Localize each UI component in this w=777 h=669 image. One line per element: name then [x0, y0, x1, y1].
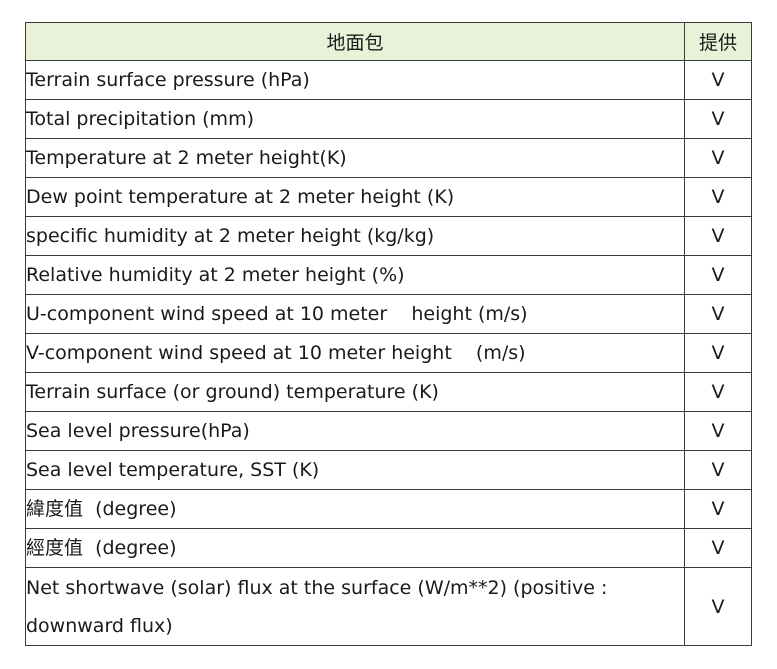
table-row: U-component wind speed at 10 meter heigh…: [25, 294, 752, 334]
provided-check: V: [684, 60, 752, 100]
provided-check: V: [684, 216, 752, 256]
provided-check: V: [684, 99, 752, 139]
variable-name: Sea level temperature, SST (K): [25, 450, 685, 490]
variable-name: V-component wind speed at 10 meter heigh…: [25, 333, 685, 373]
provided-check: V: [684, 411, 752, 451]
variable-name: Sea level pressure(hPa): [25, 411, 685, 451]
table-row: Total precipitation (mm) V: [25, 99, 752, 139]
table-row: Sea level temperature, SST (K) V: [25, 450, 752, 490]
variable-name: U-component wind speed at 10 meter heigh…: [25, 294, 685, 334]
table-row: Temperature at 2 meter height(K) V: [25, 138, 752, 178]
table-row: Sea level pressure(hPa) V: [25, 411, 752, 451]
variable-name: 經度值 (degree): [25, 528, 685, 568]
table-row: Terrain surface pressure (hPa) V: [25, 60, 752, 100]
provided-check: V: [684, 177, 752, 217]
table-row: Terrain surface (or ground) temperature …: [25, 372, 752, 412]
table-row: Net shortwave (solar) flux at the surfac…: [25, 567, 752, 646]
provided-check: V: [684, 489, 752, 529]
provided-check: V: [684, 528, 752, 568]
provided-check: V: [684, 255, 752, 295]
provided-check: V: [684, 450, 752, 490]
table-row: Relative humidity at 2 meter height (%) …: [25, 255, 752, 295]
provided-check: V: [684, 294, 752, 334]
variable-name: Net shortwave (solar) flux at the surfac…: [25, 567, 685, 646]
table-row: 經度值 (degree) V: [25, 528, 752, 568]
column-header-surface-package: 地面包: [25, 22, 685, 61]
variable-name: Terrain surface pressure (hPa): [25, 60, 685, 100]
variable-name: Total precipitation (mm): [25, 99, 685, 139]
table-row: V-component wind speed at 10 meter heigh…: [25, 333, 752, 373]
provided-check: V: [684, 567, 752, 646]
variables-table: 地面包 提供 Terrain surface pressure (hPa) V …: [25, 22, 752, 646]
table-row: Dew point temperature at 2 meter height …: [25, 177, 752, 217]
provided-check: V: [684, 372, 752, 412]
column-header-provided: 提供: [684, 22, 752, 61]
table-row: specific humidity at 2 meter height (kg/…: [25, 216, 752, 256]
variable-name: Temperature at 2 meter height(K): [25, 138, 685, 178]
provided-check: V: [684, 333, 752, 373]
provided-check: V: [684, 138, 752, 178]
table-header-row: 地面包 提供: [25, 22, 752, 61]
variable-name: Terrain surface (or ground) temperature …: [25, 372, 685, 412]
variable-name: 緯度值 (degree): [25, 489, 685, 529]
variable-name: specific humidity at 2 meter height (kg/…: [25, 216, 685, 256]
table-row: 緯度值 (degree) V: [25, 489, 752, 529]
variable-name: Relative humidity at 2 meter height (%): [25, 255, 685, 295]
variable-name: Dew point temperature at 2 meter height …: [25, 177, 685, 217]
